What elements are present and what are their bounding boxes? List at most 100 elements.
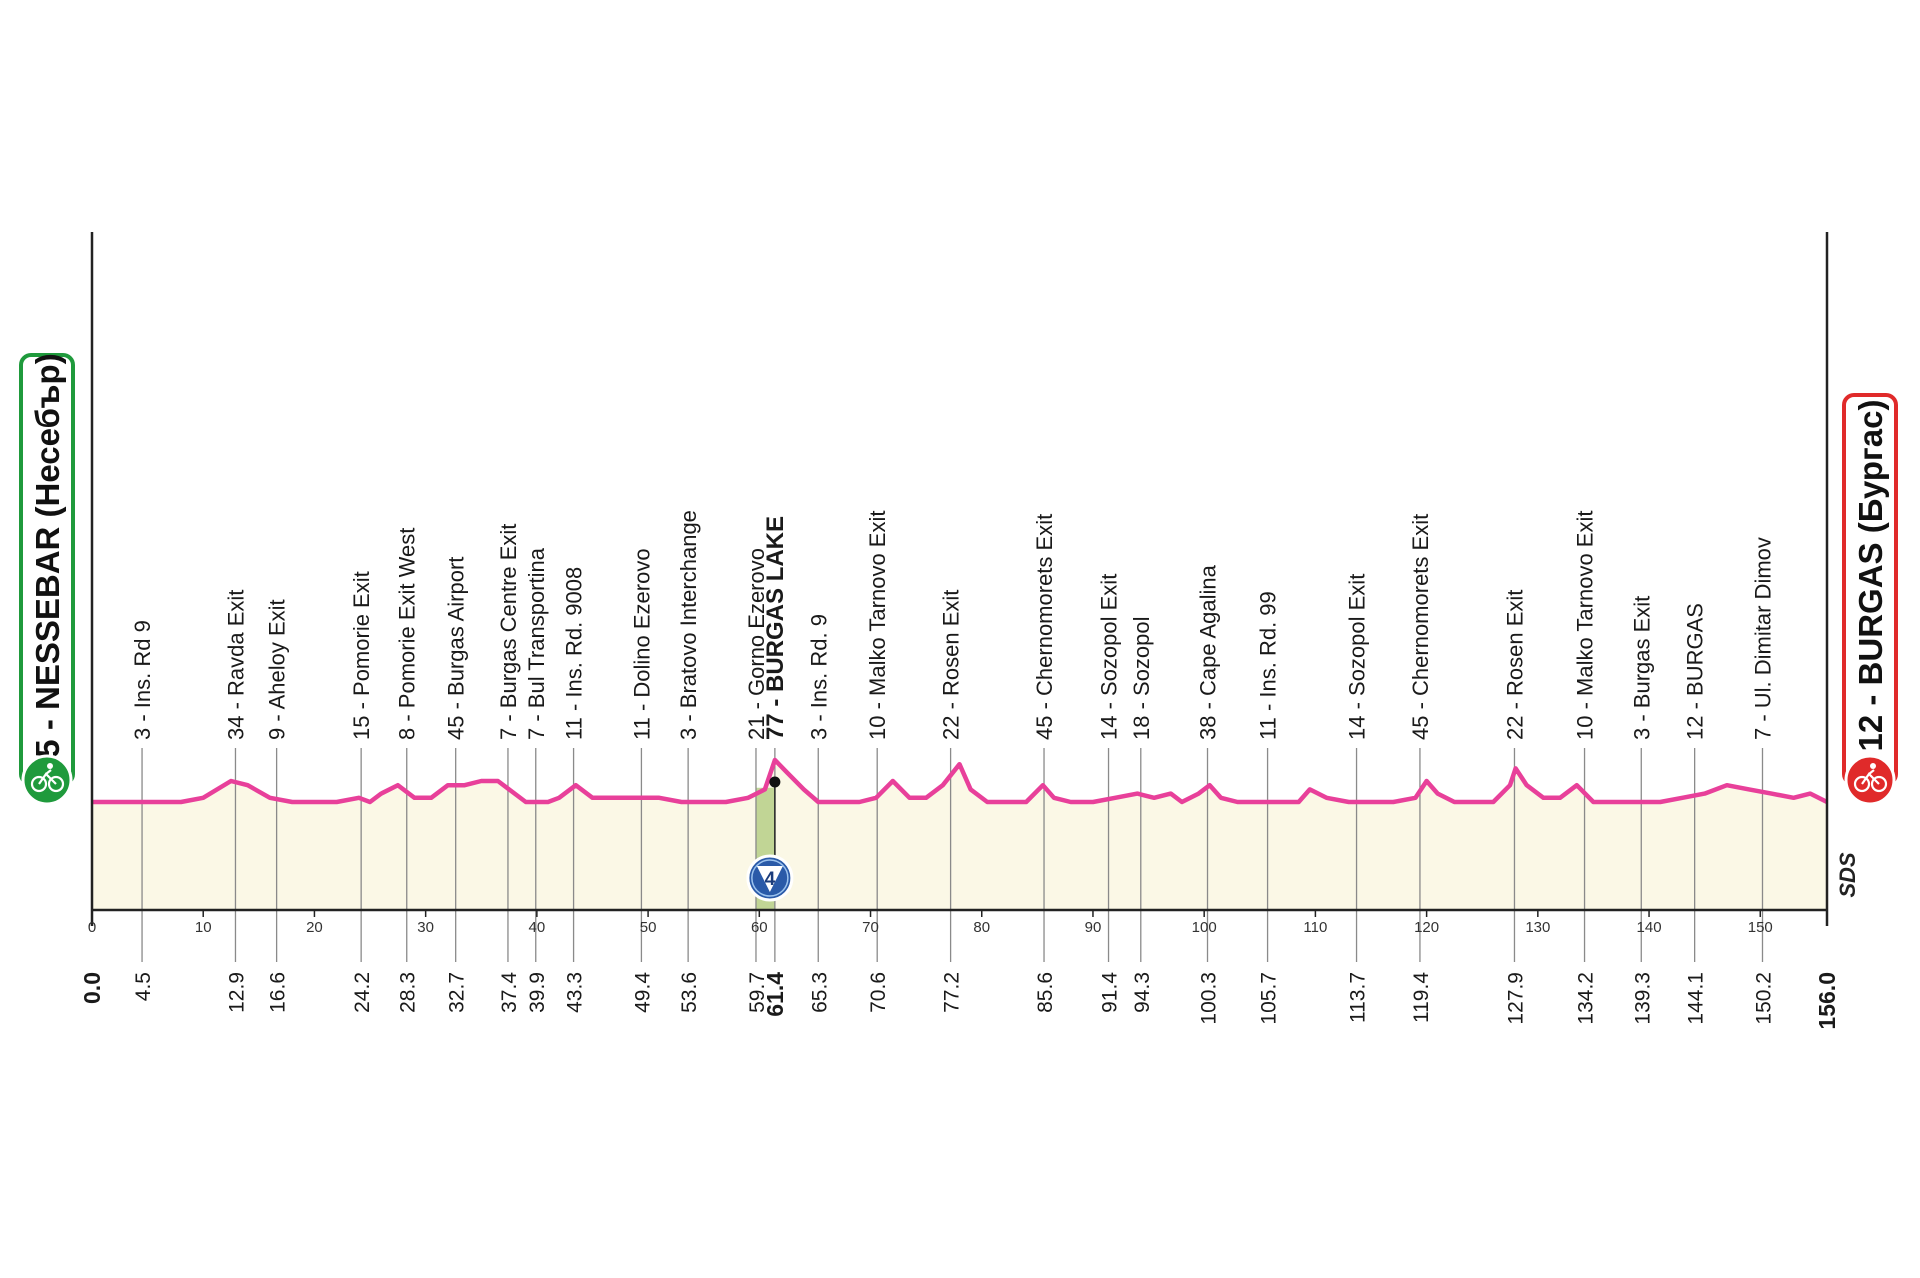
waypoint-label: 3 - Bratovo Interchange xyxy=(676,510,701,740)
waypoint-km: 105.7 xyxy=(1258,972,1281,1025)
waypoint-km: 39.9 xyxy=(526,972,549,1013)
axis-tick-label: 0 xyxy=(88,919,96,936)
waypoint-km: 100.3 xyxy=(1198,972,1221,1025)
waypoint-label: 14 - Sozopol Exit xyxy=(1097,574,1122,740)
waypoint-km: 70.6 xyxy=(867,972,890,1013)
waypoint-label: 45 - Chernomorets Exit xyxy=(1408,514,1433,740)
waypoint-km: 91.4 xyxy=(1099,972,1122,1013)
start-cyclist-icon xyxy=(21,754,73,806)
waypoint-label: 11 - Dolino Ezerovo xyxy=(629,548,654,740)
waypoint-km: 43.3 xyxy=(564,972,587,1013)
sprint-dot xyxy=(769,776,781,788)
waypoint-label: 7 - Bul Transportina xyxy=(524,547,549,740)
axis-tick-label: 120 xyxy=(1414,919,1439,936)
waypoint-label: 3 - Ins. Rd 9 xyxy=(130,620,155,740)
axis-tick-label: 30 xyxy=(417,919,434,936)
waypoint-label: 22 - Rosen Exit xyxy=(1502,590,1527,740)
waypoint-km: 4.5 xyxy=(132,972,155,1001)
waypoint-label: 38 - Cape Agalina xyxy=(1196,564,1221,740)
axis-tick-label: 20 xyxy=(306,919,323,936)
waypoint-km: 144.1 xyxy=(1685,972,1708,1025)
waypoint-label: 11 - Ins. Rd. 99 xyxy=(1256,591,1281,740)
waypoint-km: 12.9 xyxy=(225,972,248,1013)
axis-tick-label: 70 xyxy=(862,919,879,936)
start-badge: 5 - NESSEBAR (Несебър) xyxy=(19,353,75,806)
waypoint-label: 15 - Pomorie Exit xyxy=(349,571,374,740)
start-town-name: 5 - NESSEBAR (Несебър) xyxy=(29,353,66,757)
sprint-marker: 4 xyxy=(746,776,794,902)
finish-rider-head xyxy=(1870,763,1876,769)
waypoint-km: 49.4 xyxy=(631,972,654,1013)
waypoint-km: 127.9 xyxy=(1504,972,1527,1025)
waypoint-label: 12 - BURGAS xyxy=(1683,603,1708,740)
waypoint-label: 34 - Ravda Exit xyxy=(223,590,248,740)
waypoint-label: 10 - Malko Tarnovo Exit xyxy=(865,511,890,740)
waypoint-km: 65.3 xyxy=(808,972,831,1013)
finish-wheel-front xyxy=(1870,775,1888,793)
waypoint-km: 53.6 xyxy=(678,972,701,1013)
waypoint-lines xyxy=(141,748,1764,962)
axis-tick-label: 60 xyxy=(751,919,768,936)
profile-area xyxy=(92,760,1827,910)
sprint-triangle xyxy=(756,866,783,892)
start-rider-head xyxy=(47,763,53,769)
axis-tick-label: 150 xyxy=(1748,919,1773,936)
waypoint-label: 3 - Ins. Rd. 9 xyxy=(806,614,831,740)
waypoint-km: 85.6 xyxy=(1034,972,1057,1013)
finish-cyclist-icon xyxy=(1844,754,1896,806)
waypoint-label: 77 - BURGAS LAKE xyxy=(762,516,789,740)
waypoint-label: 3 - Burgas Exit xyxy=(1629,596,1654,740)
waypoint-km: 113.7 xyxy=(1347,972,1370,1023)
waypoint-km: 24.2 xyxy=(351,972,374,1013)
axis-tick-label: 40 xyxy=(529,919,546,936)
waypoint-km: 150.2 xyxy=(1752,972,1775,1025)
start-wheel-rear xyxy=(30,775,48,793)
waypoint-label: 45 - Chernomorets Exit xyxy=(1032,514,1057,740)
waypoint-km: 77.2 xyxy=(941,972,964,1013)
finish-wheel-rear xyxy=(1853,775,1871,793)
waypoint-km: 119.4 xyxy=(1410,972,1433,1023)
waypoint-labels: 3 - Ins. Rd 9 34 - Ravda Exit 9 - Aheloy E… xyxy=(130,510,1775,740)
sprint-number: 4 xyxy=(765,869,776,890)
finish-badge: 12 - BURGAS (Бургас) xyxy=(1842,393,1898,806)
finish-bike-frame xyxy=(1861,769,1880,785)
waypoint-label: 8 - Pomorie Exit West xyxy=(395,528,420,740)
waypoint-km: 139.3 xyxy=(1631,972,1654,1025)
waypoint-label: 7 - Ul. Dimitar Dimov xyxy=(1750,537,1775,740)
waypoint-km: 28.3 xyxy=(397,972,420,1013)
axis-tick-label: 10 xyxy=(195,919,212,936)
axis-tick-label: 130 xyxy=(1525,919,1550,936)
waypoint-label: 21 - Gorno Ezerovo xyxy=(744,548,769,740)
axis-ticks: 0 10 20 30 40 50 60 70 80 90 100 110 120 130 140 150 xyxy=(88,910,1773,936)
waypoint-km-labels: 4.5 12.9 16.6 24.2 28.3 32.7 37.4 39.9 43.3 49.4 5… xyxy=(79,972,1840,1030)
waypoint-label: 10 - Malko Tarnovo Exit xyxy=(1573,511,1598,740)
waypoint-label: 7 - Burgas Centre Exit xyxy=(496,524,521,740)
finish-town-name: 12 - BURGAS (Бургас) xyxy=(1852,400,1889,752)
start-km: 0.0 xyxy=(79,972,105,1004)
sds-logo: SDS xyxy=(1835,852,1860,898)
axis-tick-label: 50 xyxy=(640,919,657,936)
waypoint-km: 134.2 xyxy=(1575,972,1598,1025)
axis-tick-label: 100 xyxy=(1192,919,1217,936)
start-bike-frame xyxy=(38,769,57,785)
sprint-badge-ring xyxy=(751,859,789,897)
waypoint-label: 18 - Sozopol xyxy=(1129,616,1154,740)
axis-tick-label: 110 xyxy=(1303,919,1327,936)
waypoint-km: 32.7 xyxy=(446,972,469,1013)
waypoint-label: 9 - Aheloy Exit xyxy=(265,599,290,740)
start-wheel-front xyxy=(47,775,65,793)
waypoint-km: 16.6 xyxy=(267,972,290,1013)
axis-tick-label: 140 xyxy=(1637,919,1662,936)
waypoint-km: 61.4 xyxy=(762,972,788,1017)
waypoint-label: 14 - Sozopol Exit xyxy=(1345,574,1370,740)
waypoint-km: 37.4 xyxy=(498,972,521,1013)
waypoint-label: 11 - Ins. Rd. 9008 xyxy=(562,567,587,740)
finish-km: 156.0 xyxy=(1814,972,1840,1030)
waypoint-label: 45 - Burgas Airport xyxy=(444,557,469,740)
axis-tick-label: 80 xyxy=(973,919,990,936)
waypoint-km: 59.7 xyxy=(746,972,769,1013)
waypoint-label: 22 - Rosen Exit xyxy=(939,590,964,740)
axis-tick-label: 90 xyxy=(1085,919,1102,936)
waypoint-km: 94.3 xyxy=(1131,972,1154,1013)
